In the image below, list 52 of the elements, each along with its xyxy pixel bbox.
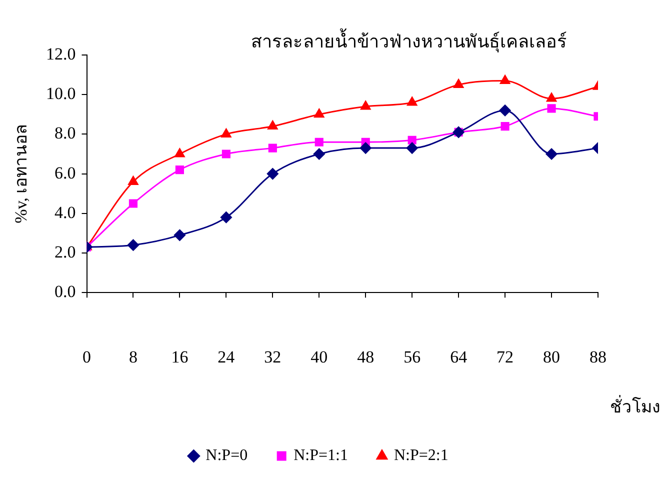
point [314, 138, 324, 146]
y-tick-label: 10.0 [46, 84, 76, 104]
point [360, 142, 372, 154]
point [313, 148, 325, 160]
point [500, 122, 510, 131]
y-tick-label: 12.0 [46, 44, 76, 64]
point [268, 144, 277, 152]
x-tick-label: 16 [171, 347, 188, 366]
x-tick-label: 32 [264, 347, 282, 366]
x-tick-label: 56 [404, 347, 421, 366]
y-tick-label: 4.0 [54, 202, 76, 222]
y-tick-label: 0.0 [54, 282, 76, 302]
point [499, 104, 511, 116]
point [453, 78, 464, 88]
point [500, 74, 510, 84]
x-tick-label: 40 [310, 347, 328, 366]
y-tick-label: 8.0 [54, 124, 76, 143]
point [128, 176, 138, 185]
point [408, 136, 416, 144]
point [222, 150, 230, 158]
x-tick-label: 72 [496, 347, 514, 366]
point [175, 166, 184, 174]
x-tick-label: 64 [450, 347, 468, 366]
point [220, 212, 232, 224]
point [314, 108, 324, 118]
point [360, 100, 371, 110]
point [221, 128, 232, 138]
legend-label: N:P=0 [206, 447, 248, 464]
point [174, 148, 185, 158]
x-tick-label: 48 [357, 347, 374, 366]
x-tick-label: 24 [218, 347, 236, 366]
y-tick-label: 6.0 [54, 163, 76, 182]
x-tick-label: 88 [590, 347, 606, 366]
chart-title: สารละลายน้ำข้าวฟ่างหวานพันธุ์เคลเลอร์ [250, 28, 567, 53]
point [407, 96, 418, 106]
y-axis-title: %v, เอทานอล [11, 124, 30, 224]
point [546, 148, 558, 160]
point [547, 104, 556, 113]
x-tick-label: 0 [82, 347, 91, 366]
x-axis-title: ชั่วโมง [610, 394, 660, 416]
point [127, 239, 139, 251]
point [266, 168, 278, 180]
point [128, 199, 138, 208]
legend-label: N:P=2:1 [394, 447, 448, 464]
x-tick-label: 80 [543, 347, 560, 366]
y-tick-label: 2.0 [54, 242, 76, 262]
x-tick-label: 8 [128, 347, 138, 366]
point [174, 229, 186, 241]
point [546, 92, 557, 102]
legend-label: N:P=1:1 [294, 447, 348, 464]
point [268, 120, 278, 130]
point [406, 142, 418, 154]
